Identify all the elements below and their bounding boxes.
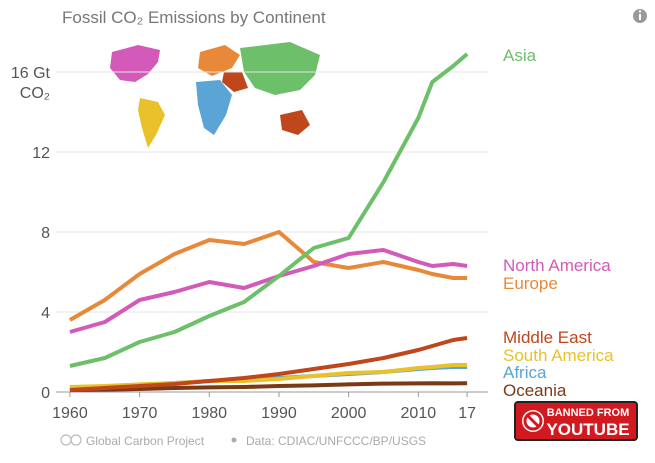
y-tick-label: 4 [41,305,50,322]
legend-label: Asia [503,46,537,65]
chart-title: Fossil CO₂ Emissions by Continent [62,8,326,27]
x-tick-label: 17 [458,405,476,422]
badge-line1: BANNED FROM [547,407,630,419]
legend-label: North America [503,256,611,275]
legend-label: South America [503,346,614,365]
y-tick-label: 0 [41,385,50,402]
x-tick-label: 1960 [52,405,88,422]
legend-label: Oceania [503,381,567,400]
y-tick-label: 12 [32,145,50,162]
series-line [68,230,468,322]
x-tick-label: 2000 [331,405,367,422]
x-tick-label: 1990 [261,405,297,422]
badge-line2: YOUTUBE [546,420,629,439]
world-map [110,42,320,148]
x-tick-label: 2010 [401,405,437,422]
footer-data: Data: CDIAC/UNFCCC/BP/USGS [246,434,426,448]
legend-label: Europe [503,274,558,293]
x-tick-label: 1980 [191,405,227,422]
y-tick-label: 8 [41,225,50,242]
series-line [69,336,468,392]
info-icon[interactable] [633,9,647,23]
x-tick-label: 1970 [122,405,158,422]
series-line [69,381,468,392]
footer-source: Global Carbon Project [86,434,205,448]
legend-label: Middle East [503,328,592,347]
footer: Global Carbon Project Data: CDIAC/UNFCCC… [60,434,426,448]
y-tick-label: 16 Gt [11,65,51,82]
series-line [69,52,469,368]
legend-label: Africa [503,363,547,382]
y-unit: CO₂ [20,85,50,102]
badge: BANNED FROM YOUTUBE [514,401,638,441]
series-line [69,248,468,334]
